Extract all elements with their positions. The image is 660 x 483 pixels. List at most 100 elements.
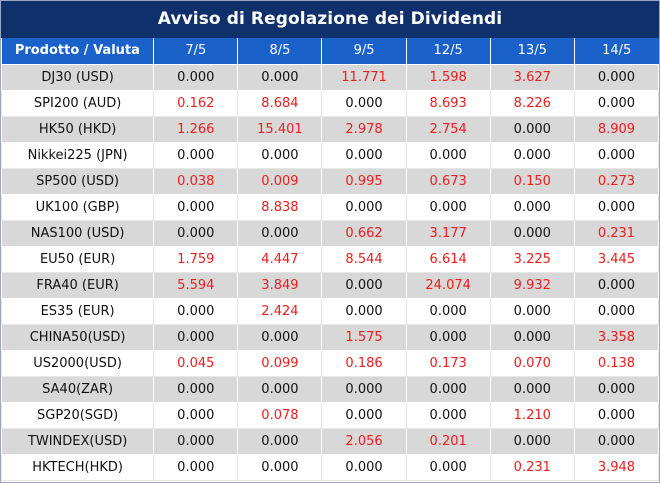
dividend-value-cell: 0.000: [573, 141, 660, 169]
dividend-value-cell: 0.000: [489, 427, 575, 455]
dividend-value-cell: 0.000: [237, 427, 323, 455]
dividend-value-cell: 0.070: [489, 349, 575, 377]
dividend-value-cell: 0.000: [153, 193, 239, 221]
dividend-value-cell: 0.231: [489, 453, 575, 481]
table-row: FRA40 (EUR) 5.594 3.849 0.000 24.074 9.932 0.0…: [0, 271, 660, 299]
dividend-value-cell: 0.009: [237, 167, 323, 195]
dividend-value-cell: 9.932: [489, 271, 575, 299]
column-header-date: 9/5: [321, 38, 407, 64]
dividend-value-cell: 0.000: [573, 89, 660, 117]
product-name-cell: UK100 (GBP): [0, 193, 155, 221]
table-row: ES35 (EUR) 0.000 2.424 0.000 0.000 0.000 0.000: [0, 297, 660, 325]
table-row: UK100 (GBP) 0.000 8.838 0.000 0.000 0.000 0.00…: [0, 193, 660, 221]
table-row: DJ30 (USD) 0.000 0.000 11.771 1.598 3.627 0.00…: [0, 63, 660, 91]
dividend-value-cell: 0.000: [153, 453, 239, 481]
dividend-value-cell: 0.000: [153, 375, 239, 403]
column-header-product: Prodotto / Valuta: [1, 38, 155, 64]
column-header-date: 14/5: [573, 38, 659, 64]
dividend-value-cell: 0.000: [153, 219, 239, 247]
dividend-value-cell: 1.266: [153, 115, 239, 143]
dividend-value-cell: 0.000: [321, 375, 407, 403]
dividend-value-cell: 0.099: [237, 349, 323, 377]
table-row: SA40(ZAR) 0.000 0.000 0.000 0.000 0.000 0.000: [0, 375, 660, 403]
dividend-value-cell: 0.000: [405, 453, 491, 481]
dividend-value-cell: 0.201: [405, 427, 491, 455]
dividend-value-cell: 0.673: [405, 167, 491, 195]
dividend-value-cell: 0.000: [489, 193, 575, 221]
dividend-value-cell: 0.000: [237, 63, 323, 91]
dividend-value-cell: 0.000: [153, 297, 239, 325]
column-header-date: 13/5: [489, 38, 575, 64]
product-name-cell: Nikkei225 (JPN): [0, 141, 155, 169]
product-name-cell: US2000(USD): [0, 349, 155, 377]
table-row: Nikkei225 (JPN) 0.000 0.000 0.000 0.000 0.000…: [0, 141, 660, 169]
dividend-value-cell: 0.000: [405, 401, 491, 429]
dividend-value-cell: 0.000: [237, 375, 323, 403]
product-name-cell: SP500 (USD): [0, 167, 155, 195]
dividend-value-cell: 0.000: [321, 141, 407, 169]
dividend-value-cell: 0.000: [573, 401, 660, 429]
dividend-value-cell: 0.138: [573, 349, 660, 377]
dividend-value-cell: 0.662: [321, 219, 407, 247]
dividend-value-cell: 24.074: [405, 271, 491, 299]
dividend-value-cell: 1.575: [321, 323, 407, 351]
dividend-value-cell: 0.000: [153, 323, 239, 351]
dividend-value-cell: 1.210: [489, 401, 575, 429]
product-name-cell: HKTECH(HKD): [0, 453, 155, 481]
dividend-value-cell: 4.447: [237, 245, 323, 273]
table-header: Prodotto / Valuta 7/5 8/5 9/5 12/5 13/5 …: [1, 38, 659, 64]
dividend-value-cell: 3.445: [573, 245, 660, 273]
dividend-value-cell: 0.000: [573, 427, 660, 455]
dividend-value-cell: 0.000: [405, 323, 491, 351]
dividend-value-cell: 0.000: [153, 141, 239, 169]
table-row: NAS100 (USD) 0.000 0.000 0.662 3.177 0.000 0.2…: [0, 219, 660, 247]
page-title: Avviso di Regolazione dei Dividendi: [1, 1, 659, 38]
dividend-value-cell: 8.838: [237, 193, 323, 221]
dividend-value-cell: 0.000: [573, 297, 660, 325]
dividend-value-cell: 3.225: [489, 245, 575, 273]
dividend-table: Prodotto / Valuta 7/5 8/5 9/5 12/5 13/5 …: [0, 38, 660, 481]
dividend-value-cell: 3.358: [573, 323, 660, 351]
dividend-value-cell: 0.995: [321, 167, 407, 195]
product-name-cell: FRA40 (EUR): [0, 271, 155, 299]
dividend-value-cell: 0.000: [321, 401, 407, 429]
dividend-value-cell: 0.000: [321, 271, 407, 299]
table-row: HKTECH(HKD) 0.000 0.000 0.000 0.000 0.231 3.94…: [0, 453, 660, 481]
dividend-value-cell: 0.000: [405, 141, 491, 169]
dividend-value-cell: 8.544: [321, 245, 407, 273]
dividend-value-cell: 0.000: [489, 219, 575, 247]
dividend-value-cell: 8.226: [489, 89, 575, 117]
dividend-value-cell: 0.000: [321, 89, 407, 117]
dividend-value-cell: 15.401: [237, 115, 323, 143]
dividend-value-cell: 2.424: [237, 297, 323, 325]
product-name-cell: SPI200 (AUD): [0, 89, 155, 117]
product-name-cell: HK50 (HKD): [0, 115, 155, 143]
dividend-value-cell: 6.614: [405, 245, 491, 273]
dividend-value-cell: 8.693: [405, 89, 491, 117]
dividend-value-cell: 0.186: [321, 349, 407, 377]
column-header-date: 8/5: [237, 38, 323, 64]
dividend-value-cell: 1.759: [153, 245, 239, 273]
column-header-date: 12/5: [405, 38, 491, 64]
dividend-value-cell: 0.000: [237, 141, 323, 169]
dividend-value-cell: 3.627: [489, 63, 575, 91]
dividend-value-cell: 0.000: [405, 297, 491, 325]
dividend-value-cell: 0.078: [237, 401, 323, 429]
dividend-value-cell: 0.000: [489, 323, 575, 351]
dividend-value-cell: 3.849: [237, 271, 323, 299]
dividend-value-cell: 0.000: [573, 375, 660, 403]
dividend-value-cell: 0.231: [573, 219, 660, 247]
dividend-value-cell: 0.000: [321, 297, 407, 325]
dividend-value-cell: 0.000: [573, 63, 660, 91]
dividend-value-cell: 0.000: [489, 297, 575, 325]
dividend-value-cell: 0.000: [321, 453, 407, 481]
dividend-value-cell: 0.000: [489, 115, 575, 143]
dividend-value-cell: 0.000: [237, 323, 323, 351]
table-row: SP500 (USD) 0.038 0.009 0.995 0.673 0.150 0.27…: [0, 167, 660, 195]
dividend-value-cell: 0.000: [153, 427, 239, 455]
dividend-value-cell: 0.000: [405, 193, 491, 221]
table-row: HK50 (HKD) 1.266 15.401 2.978 2.754 0.000 8.90…: [0, 115, 660, 143]
dividend-value-cell: 3.177: [405, 219, 491, 247]
table-row: US2000(USD) 0.045 0.099 0.186 0.173 0.070 0.13…: [0, 349, 660, 377]
